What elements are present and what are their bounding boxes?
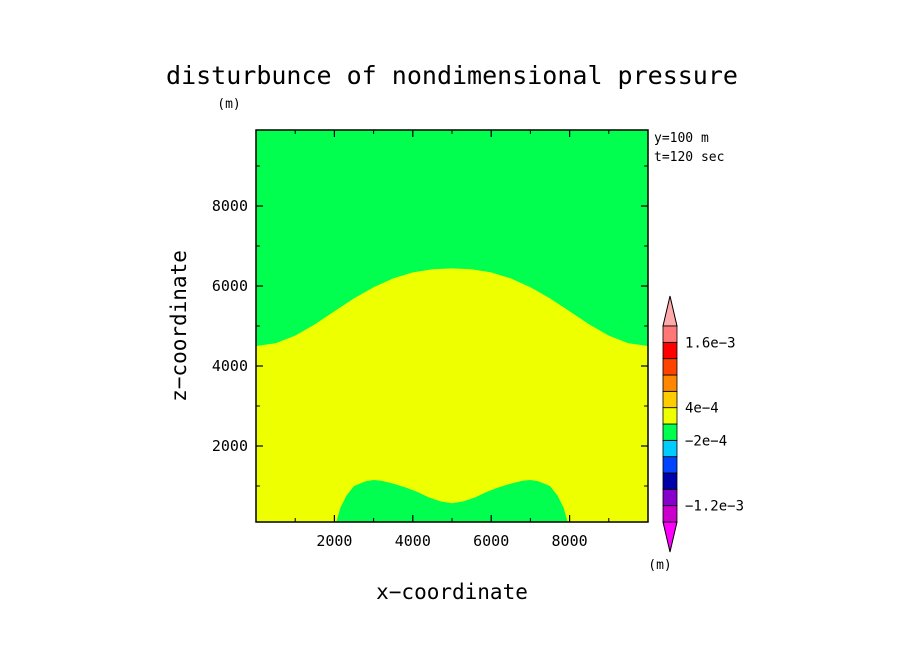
colorbar-segment bbox=[662, 456, 678, 474]
colorbar-label: −2e−4 bbox=[685, 433, 727, 449]
colorbar-segment bbox=[662, 505, 678, 523]
colorbar-segment bbox=[662, 488, 678, 507]
plot-area: 2000 4000 6000 8000 2000 4000 6000 8000 bbox=[212, 129, 649, 550]
colorbar-segment bbox=[662, 325, 678, 343]
colorbar-label: 1.6e−3 bbox=[685, 335, 736, 351]
colorbar-segment bbox=[662, 472, 678, 490]
axis-ticks: 2000 4000 6000 8000 2000 4000 6000 8000 bbox=[212, 130, 648, 550]
x-tick-label: 4000 bbox=[395, 532, 431, 550]
y-unit-label: (m) bbox=[217, 97, 240, 112]
lower-twin-bumps-region bbox=[336, 480, 568, 522]
contour-regions bbox=[256, 268, 648, 522]
colorbar-segment bbox=[662, 407, 678, 425]
colorbar-segment bbox=[662, 390, 678, 409]
colorbar-segment bbox=[662, 341, 678, 360]
colorbar-unit-label: (m) bbox=[648, 558, 671, 573]
y-tick-label: 4000 bbox=[212, 357, 248, 375]
colorbar-label: −1.2e−3 bbox=[685, 499, 744, 515]
y-tick-label: 6000 bbox=[212, 277, 248, 295]
colorbar-segment bbox=[662, 439, 678, 458]
colorbar-segment bbox=[662, 374, 678, 392]
colorbar-label: 4e−4 bbox=[685, 401, 719, 417]
upper-dome-region bbox=[256, 268, 648, 522]
y-tick-label: 8000 bbox=[212, 197, 248, 215]
x-tick-label: 8000 bbox=[552, 532, 588, 550]
colorbar-segment bbox=[662, 423, 678, 441]
colorbar-high-triangle bbox=[662, 295, 678, 327]
annotation-t: t=120 sec bbox=[654, 150, 724, 165]
colorbar: 1.6e−3 4e−4 −2e−4 −1.2e−3 bbox=[662, 295, 744, 553]
chart-title: disturbunce of nondimensional pressure bbox=[166, 61, 738, 90]
y-tick-label: 2000 bbox=[212, 437, 248, 455]
colorbar-low-triangle bbox=[662, 521, 678, 553]
y-axis-label: z−coordinate bbox=[167, 250, 191, 402]
x-axis-label: x−coordinate bbox=[376, 580, 528, 604]
colorbar-segment bbox=[662, 358, 678, 376]
annotation-y: y=100 m bbox=[654, 131, 709, 146]
x-tick-label: 6000 bbox=[473, 532, 509, 550]
x-tick-label: 2000 bbox=[316, 532, 352, 550]
